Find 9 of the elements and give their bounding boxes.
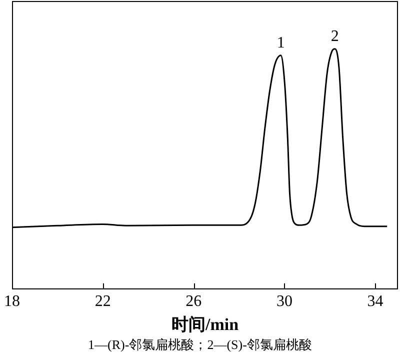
annotation: 1 (276, 34, 285, 52)
x-tick-label: 18 (4, 293, 20, 310)
x-tick-label: 22 (94, 293, 111, 310)
x-tick-label: 34 (367, 293, 384, 310)
x-tick-label: 30 (276, 293, 292, 310)
text: 1—(R)-邻氯扁桃酸；2—(S)-邻氯扁桃酸 (87, 336, 313, 354)
x-tick-label: 26 (186, 293, 202, 310)
annotation: 2 (330, 28, 339, 46)
x-axis-title: 时间/min (171, 315, 240, 334)
